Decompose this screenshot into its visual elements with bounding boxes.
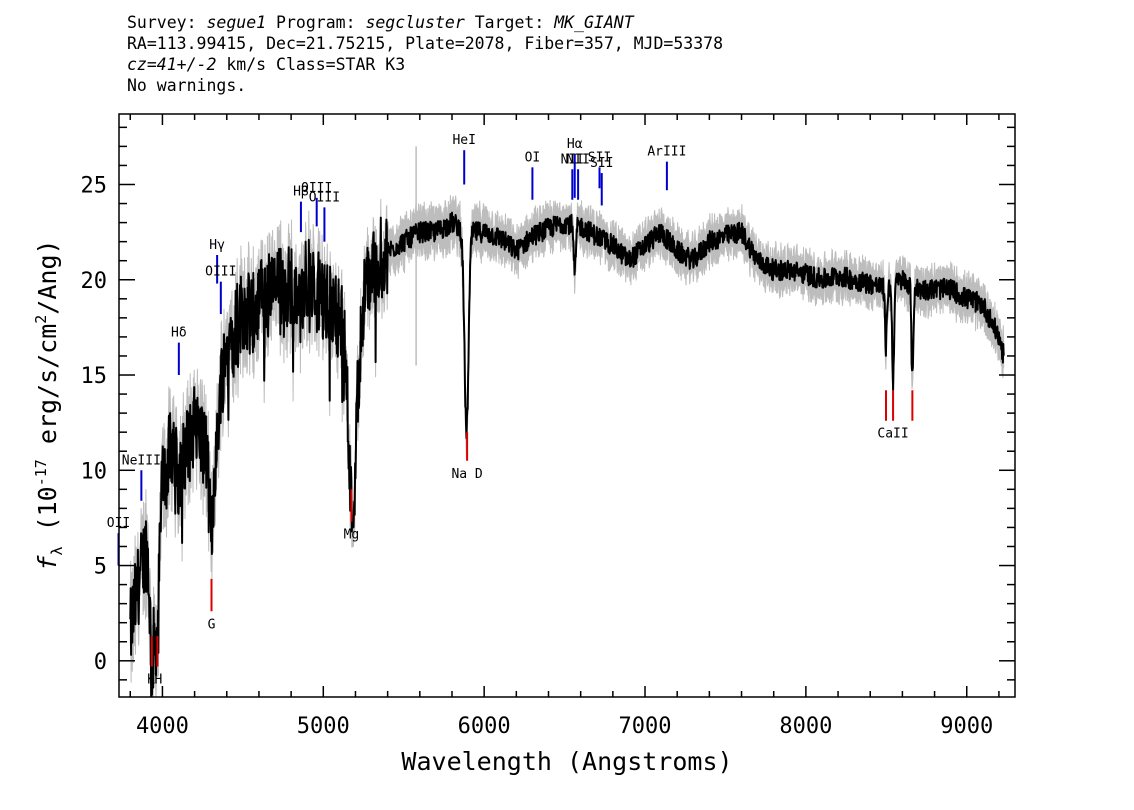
absorption-line-label: Mg (344, 528, 360, 543)
absorption-line-label: CaII (877, 427, 908, 442)
emission-line-label: SII (590, 156, 613, 171)
y-tick-label: 25 (81, 173, 108, 198)
y-axis-label: fλ (10-17 erg/s/cm2/Ang) (32, 239, 66, 570)
emission-line-label: NII (566, 152, 589, 167)
y-label-exp: -17 (32, 459, 50, 486)
emission-line-label: OIII (301, 181, 332, 196)
emission-line-label: HeI (452, 133, 475, 148)
y-label-exp2: 2 (32, 315, 50, 324)
y-label-mid: erg/s/cm (33, 324, 62, 459)
survey-name: segue1 (206, 13, 267, 32)
program-label: Program: (266, 13, 366, 32)
y-tick-label: 20 (81, 269, 108, 294)
y-label-open: (10 (33, 486, 62, 546)
y-tick-label: 10 (81, 459, 108, 484)
y-tick-label: 15 (81, 364, 108, 389)
target-label: Target: (464, 13, 555, 32)
header-line-3: cz=41+/-2 km/s Class=STAR K3 (127, 54, 723, 75)
x-tick-label: 4000 (136, 714, 189, 739)
header-line-1: Survey: segue1 Program: segcluster Targe… (127, 12, 723, 33)
x-tick-label: 7000 (619, 714, 672, 739)
absorption-line-label: K (147, 673, 155, 688)
x-axis-label: Wavelength (Angstroms) (401, 747, 732, 776)
emission-line-label: SII (588, 150, 611, 165)
emission-line-label: OIII (205, 265, 236, 280)
x-tick-label: 5000 (297, 714, 350, 739)
x-tick-label: 8000 (779, 714, 832, 739)
flux-error-band (129, 146, 1005, 697)
spectrum-header: Survey: segue1 Program: segcluster Targe… (127, 12, 723, 96)
y-label-f: f (33, 555, 62, 571)
absorption-line-label: Na D (451, 467, 482, 482)
program-name: segcluster (365, 13, 465, 32)
x-tick-label: 6000 (458, 714, 511, 739)
plot-frame (118, 113, 1016, 698)
header-line-2: RA=113.99415, Dec=21.75215, Plate=2078, … (127, 34, 724, 53)
absorption-line-label: G (208, 617, 216, 632)
emission-line-label: OI (525, 150, 541, 165)
flux-spectrum (129, 211, 1005, 697)
x-tick-label: 9000 (940, 714, 993, 739)
absorption-line-label: H (154, 673, 162, 688)
target-name: MK_GIANT (554, 13, 634, 32)
survey-label: Survey: (127, 13, 207, 32)
spectrum-line (129, 211, 1005, 697)
redshift-value: cz=41+/-2 (127, 55, 217, 74)
error-band-path (129, 195, 1005, 697)
emission-line-label: Hγ (209, 238, 225, 253)
emission-line-label: ArIII (647, 145, 686, 160)
header-line-4: No warnings. (127, 76, 247, 95)
emission-line-label: Hβ (293, 185, 309, 200)
emission-line-label: NeIII (122, 453, 161, 468)
emission-line-label: OIII (309, 190, 340, 205)
emission-line-label: NII (561, 152, 584, 167)
y-label-sub: λ (48, 546, 66, 555)
redshift-class: km/s Class=STAR K3 (216, 55, 406, 74)
axis-ticks: 4000 5000 6000 7000 8000 9000 0 5 10 15 20 25 (81, 114, 1015, 739)
y-tick-label: 5 (94, 555, 107, 580)
emission-line-label: Hα (567, 137, 583, 152)
emission-line-label: Hδ (171, 326, 187, 341)
y-label-end: /Ang) (33, 239, 62, 314)
y-tick-label: 0 (94, 650, 107, 675)
